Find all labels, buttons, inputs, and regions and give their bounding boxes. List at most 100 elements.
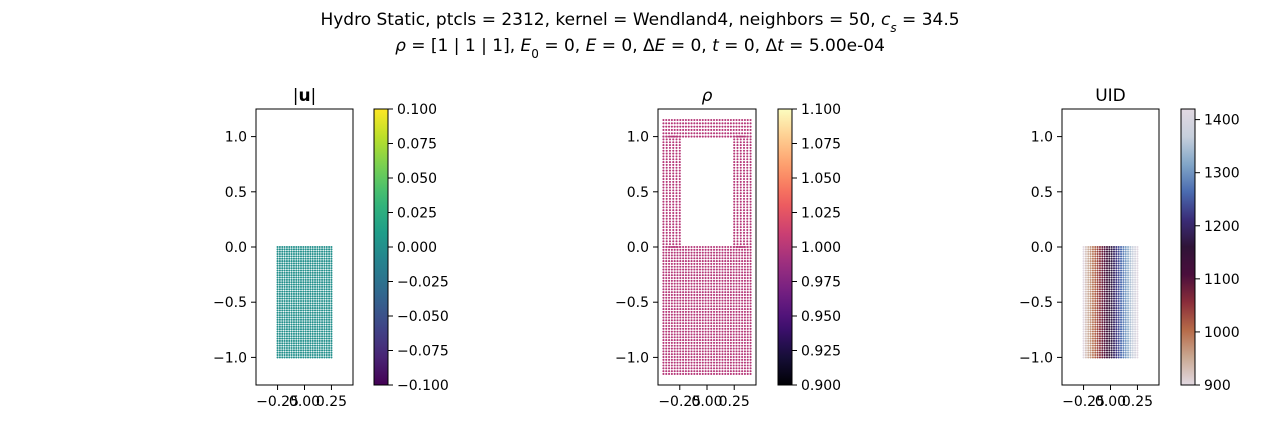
scatter-point: [704, 296, 707, 299]
scatter-point: [278, 351, 281, 354]
scatter-point: [1122, 297, 1125, 300]
scatter-point: [1103, 276, 1106, 279]
scatter-point: [676, 370, 679, 373]
scatter-point: [665, 257, 668, 260]
scatter-point: [1134, 267, 1137, 270]
scatter-point: [746, 271, 749, 274]
scatter-point: [696, 276, 699, 280]
scatter-point: [704, 358, 707, 361]
scatter-point: [302, 323, 305, 326]
scatter-point: [668, 209, 672, 212]
scatter-point: [299, 297, 303, 300]
scatter-point: [746, 358, 749, 361]
scatter-point: [738, 260, 741, 263]
scatter-point: [676, 302, 679, 305]
scatter-point: [290, 314, 293, 317]
scatter-point: [687, 128, 690, 132]
scatter-point: [712, 257, 716, 260]
scatter-point: [1129, 354, 1132, 357]
scatter-point: [707, 364, 710, 367]
scatter-point: [668, 293, 671, 297]
scatter-point: [690, 305, 693, 308]
scatter-point: [715, 279, 718, 282]
scatter-point: [684, 330, 687, 333]
scatter-point: [693, 344, 696, 347]
scatter-point: [313, 248, 317, 251]
scatter-point: [318, 309, 321, 312]
scatter-point: [741, 257, 744, 260]
colorbar-tick-label: 1.000: [801, 240, 841, 256]
scatter-point: [328, 316, 331, 319]
scatter-point: [281, 302, 284, 305]
scatter-point: [306, 337, 310, 340]
scatter-point: [1119, 257, 1123, 260]
scatter-point: [704, 322, 707, 325]
scatter-point: [687, 350, 690, 353]
scatter-point: [1124, 269, 1127, 272]
scatter-point: [724, 313, 727, 316]
scatter-point: [1136, 297, 1139, 300]
scatter-point: [673, 308, 676, 311]
scatter-point: [290, 285, 293, 288]
scatter-point: [687, 293, 690, 297]
scatter-point: [707, 288, 710, 291]
scatter-point: [715, 262, 718, 265]
scatter-point: [316, 278, 319, 281]
scatter-point: [738, 324, 741, 328]
scatter-point: [662, 211, 665, 215]
scatter-point: [690, 372, 693, 376]
scatter-point: [729, 262, 732, 265]
scatter-point: [743, 353, 746, 356]
scatter-point: [321, 274, 324, 277]
scatter-point: [1122, 292, 1125, 296]
scatter-point: [1094, 297, 1097, 300]
scatter-point: [743, 355, 746, 359]
scatter-point: [715, 276, 718, 280]
scatter-point: [693, 361, 696, 364]
scatter-point: [693, 364, 696, 367]
scatter-point: [276, 262, 279, 265]
scatter-point: [733, 146, 736, 149]
scatter-point: [295, 269, 298, 272]
scatter-point: [679, 313, 682, 316]
scatter-point: [276, 283, 279, 286]
scatter-point: [313, 351, 317, 354]
scatter-point: [1096, 257, 1099, 260]
scatter-point: [283, 342, 286, 345]
scatter-point: [1094, 278, 1097, 281]
scatter-point: [715, 358, 718, 361]
scatter-point: [715, 310, 718, 313]
scatter-point: [295, 245, 298, 249]
scatter-point: [670, 358, 673, 361]
scatter-point: [679, 347, 682, 350]
scatter-point: [1110, 323, 1113, 326]
scatter-point: [1101, 255, 1104, 258]
scatter-point: [1101, 264, 1104, 267]
scatter-point: [318, 339, 321, 343]
scatter-point: [299, 335, 303, 338]
scatter-point: [1124, 283, 1127, 286]
scatter-point: [684, 370, 687, 373]
scatter-point: [1131, 339, 1134, 343]
scatter-point: [1124, 316, 1127, 319]
scatter-point: [321, 290, 324, 293]
scatter-point: [318, 314, 321, 317]
y-tick-label: −1.0: [213, 350, 247, 366]
scatter-point: [1129, 269, 1132, 272]
scatter-point: [288, 299, 291, 303]
scatter-point: [299, 290, 303, 293]
scatter-point: [662, 364, 665, 367]
scatter-point: [1098, 269, 1102, 272]
scatter-point: [662, 302, 665, 305]
scatter-point: [1105, 299, 1109, 303]
scatter-point: [749, 122, 752, 125]
scatter-point: [668, 339, 671, 342]
scatter-point: [1087, 257, 1090, 260]
scatter-point: [1129, 285, 1132, 288]
scatter-point: [729, 254, 732, 257]
scatter-point: [690, 268, 693, 271]
scatter-point: [278, 344, 281, 347]
scatter-point: [1087, 339, 1090, 343]
scatter-point: [297, 321, 300, 324]
scatter-point: [1082, 267, 1085, 270]
